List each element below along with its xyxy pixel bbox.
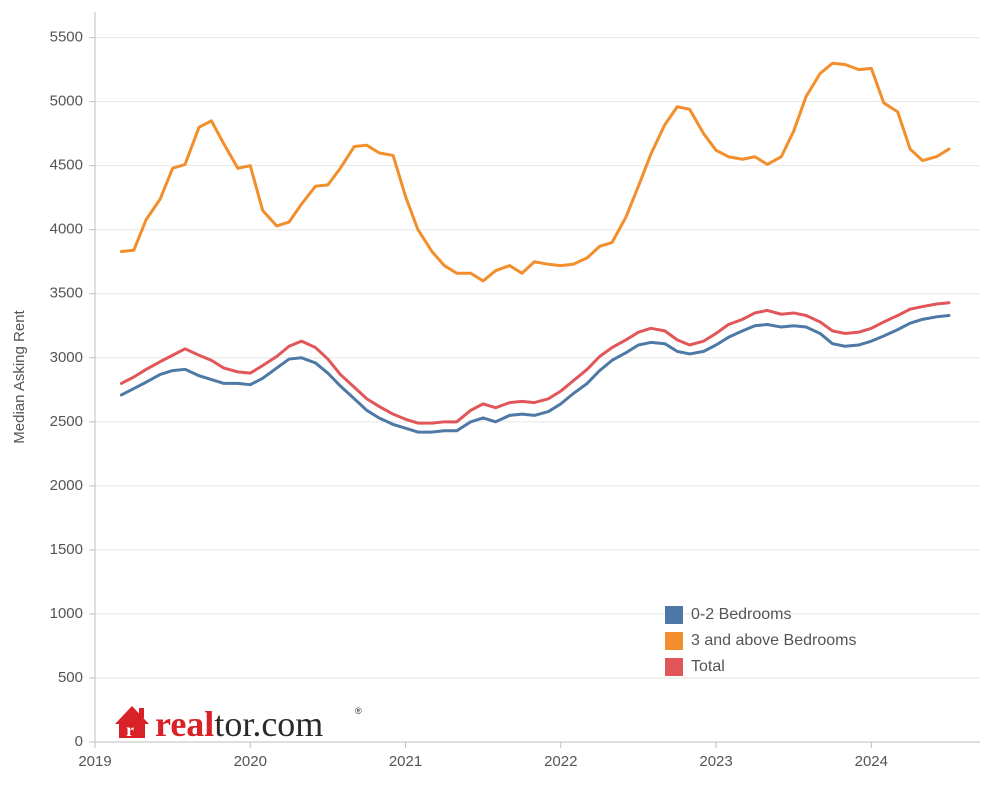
realtor-registered-mark: ® — [355, 706, 362, 716]
x-tick-label: 2019 — [78, 753, 111, 770]
legend-label: Total — [691, 658, 725, 675]
y-tick-label: 500 — [58, 669, 83, 686]
y-tick-label: 0 — [75, 733, 83, 750]
y-tick-label: 4000 — [50, 221, 83, 238]
y-tick-label: 1500 — [50, 541, 83, 558]
x-tick-label: 2022 — [544, 753, 577, 770]
legend-item-total: Total — [665, 658, 725, 676]
x-tick-label: 2020 — [234, 753, 267, 770]
legend-label: 0-2 Bedrooms — [691, 606, 792, 623]
legend-item-bedrooms_3plus: 3 and above Bedrooms — [665, 632, 856, 650]
legend-label: 3 and above Bedrooms — [691, 632, 856, 649]
realtor-icon-letter: r — [126, 720, 134, 740]
y-tick-label: 4500 — [50, 157, 83, 174]
y-tick-label: 1000 — [50, 605, 83, 622]
legend-swatch — [665, 658, 683, 676]
y-tick-label: 2500 — [50, 413, 83, 430]
realtor-wordmark: realtor.com — [155, 704, 323, 744]
y-tick-label: 3500 — [50, 285, 83, 302]
legend-swatch — [665, 606, 683, 624]
chart-background — [0, 0, 1000, 800]
x-tick-label: 2024 — [855, 753, 888, 770]
y-axis-title: Median Asking Rent — [11, 309, 28, 443]
y-tick-label: 2000 — [50, 477, 83, 494]
y-tick-label: 3000 — [50, 349, 83, 366]
realtor-chimney-icon — [139, 708, 144, 718]
rent-line-chart: 0 500 1000 1500 2000 2500 3000 3500 4000 4500 5000… — [0, 0, 1000, 800]
y-tick-label: 5000 — [50, 93, 83, 110]
legend-swatch — [665, 632, 683, 650]
x-tick-label: 2023 — [699, 753, 732, 770]
chart-container: 0 500 1000 1500 2000 2500 3000 3500 4000 4500 5000… — [0, 0, 1000, 800]
x-tick-label: 2021 — [389, 753, 422, 770]
y-tick-label: 5500 — [50, 29, 83, 46]
